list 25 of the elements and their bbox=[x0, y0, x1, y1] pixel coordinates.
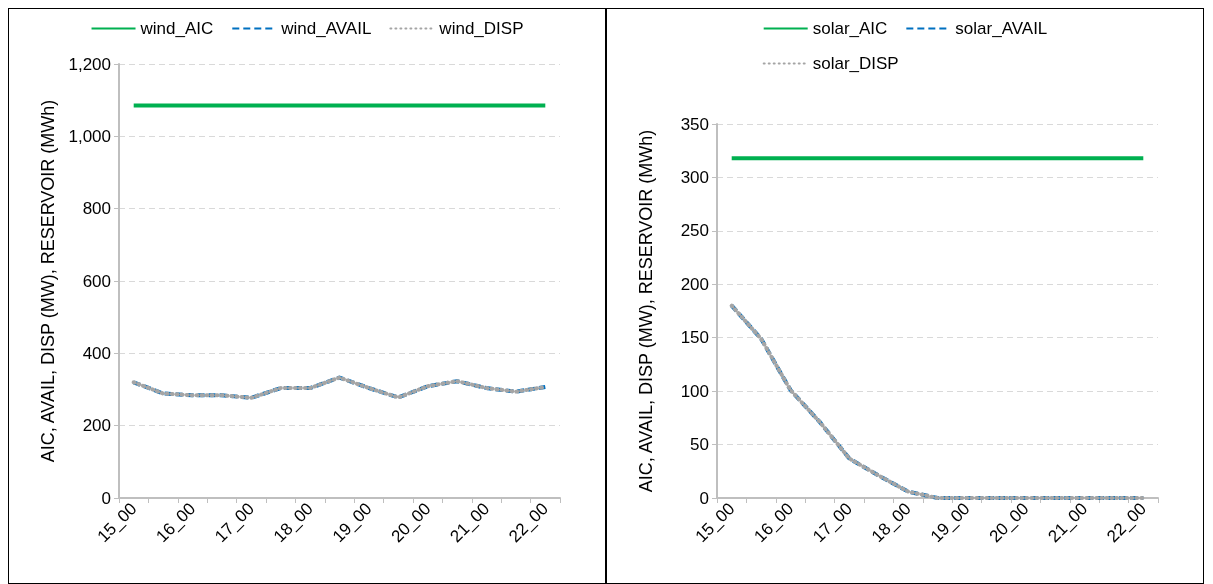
y-tick-label: 1,200 bbox=[68, 54, 111, 74]
y-tick-label: 400 bbox=[82, 343, 111, 363]
y-tick-label: 1,000 bbox=[68, 126, 111, 146]
legend-label: solar_AVAIL bbox=[955, 19, 1048, 38]
y-tick-label: 600 bbox=[82, 271, 111, 291]
y-tick-label: 800 bbox=[82, 199, 111, 219]
legend-label: wind_AIC bbox=[139, 19, 214, 38]
y-tick-label: 50 bbox=[690, 435, 709, 455]
legend-label: solar_DISP bbox=[812, 54, 899, 73]
line-series bbox=[131, 375, 548, 400]
legend-label: solar_AIC bbox=[812, 19, 888, 38]
y-axis-title: AIC, AVAIL, DISP (MW), RESERVOIR (MWh) bbox=[636, 129, 656, 493]
line-series bbox=[729, 303, 1146, 500]
y-tick-label: 350 bbox=[680, 114, 709, 134]
y-tick-label: 250 bbox=[680, 221, 709, 241]
y-tick-label: 150 bbox=[680, 328, 709, 348]
y-tick-label: 100 bbox=[680, 381, 709, 401]
y-tick-label: 200 bbox=[82, 416, 111, 436]
legend-label: wind_AVAIL bbox=[280, 19, 372, 38]
y-tick-label: 0 bbox=[101, 488, 111, 508]
legend-label: wind_DISP bbox=[438, 19, 524, 38]
y-axis-title: AIC, AVAIL, DISP (MW), RESERVOIR (MWh) bbox=[38, 99, 58, 463]
y-tick-label: 200 bbox=[680, 274, 709, 294]
y-tick-label: 300 bbox=[680, 167, 709, 187]
y-tick-label: 0 bbox=[699, 488, 709, 508]
